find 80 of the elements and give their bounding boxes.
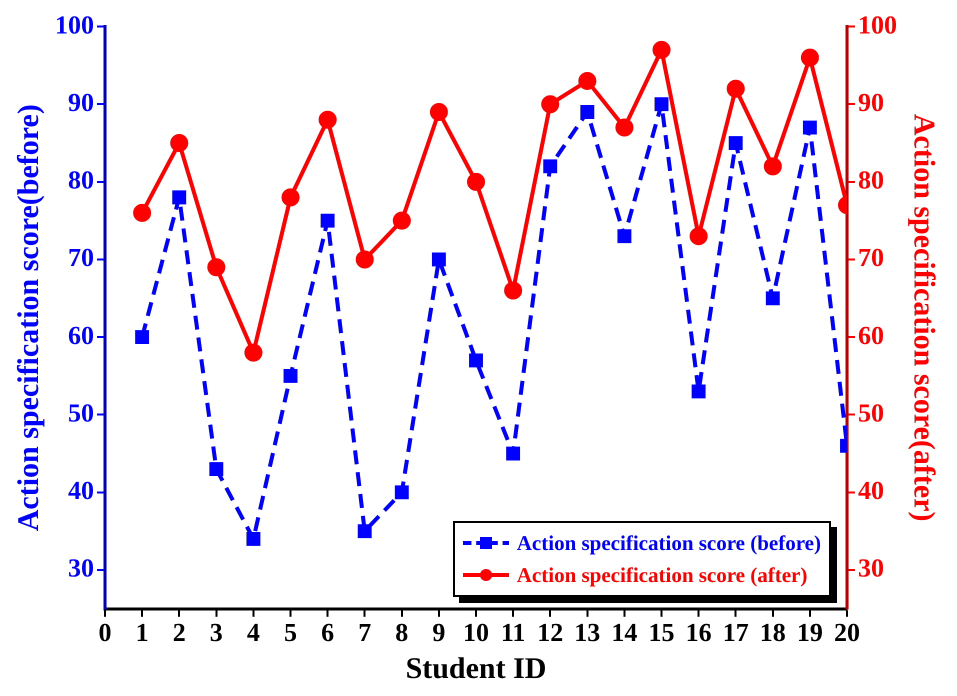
y2-axis-title: Action specification score(after) [907,114,940,522]
point [766,291,780,306]
x-tick-label: 14 [611,618,638,648]
point [172,190,186,204]
x-tick-label: 10 [463,618,489,648]
y-axis-title: Action specification score(before) [12,104,45,532]
point [728,136,743,150]
x-tick-label: 3 [210,618,223,648]
point [654,97,668,112]
point [432,252,446,266]
point [356,250,374,268]
point [652,40,670,59]
point [578,72,596,90]
point [469,353,483,368]
y-tick-label: 30 [68,554,94,583]
point [802,120,817,134]
point [690,227,708,246]
point [615,118,634,137]
y2-tick-label: 100 [858,10,897,40]
x-tick-label: 15 [648,618,674,648]
x-tick-label: 17 [722,618,749,648]
x-tick-label: 13 [574,618,600,648]
point [541,95,560,114]
point [244,344,262,362]
point [133,204,152,222]
y-tick-label: 40 [68,476,94,506]
legend-label: Action specification score (before) [516,530,821,557]
y2-tick-label: 80 [858,166,884,195]
x-tick-label: 6 [321,618,334,648]
x-axis-title: Student ID [406,652,546,685]
x-tick-label: 0 [98,618,112,648]
y2-tick-label: 40 [858,476,884,506]
y2-tick-label: 60 [858,320,884,350]
y-tick-label: 60 [68,320,94,350]
point [543,159,558,174]
x-tick-label: 1 [136,618,149,648]
x-tick-label: 2 [172,618,186,648]
x-tick-label: 4 [246,618,260,648]
point [430,102,448,121]
point [467,172,485,191]
point [506,446,520,460]
point [764,157,782,176]
point [320,214,335,228]
y-tick-label: 50 [68,398,94,428]
y-tick-label: 80 [68,166,94,195]
point [284,368,298,383]
point [692,384,706,398]
y2-tick-label: 50 [858,398,884,428]
x-tick-label: 12 [537,618,564,648]
x-tick-label: 19 [796,618,823,648]
y-tick-label: 90 [68,88,94,117]
x-tick-label: 16 [686,618,712,648]
point [800,48,819,67]
point [209,462,224,476]
point [617,229,632,244]
x-tick-label: 7 [358,618,372,648]
point [207,258,226,276]
x-tick-label: 20 [834,618,860,648]
y-tick-label: 100 [55,10,94,40]
x-tick-label: 11 [500,618,526,648]
point [580,105,594,119]
y2-tick-label: 30 [858,554,884,583]
point [726,80,745,98]
y-tick-label: 70 [68,243,94,272]
point [282,188,300,206]
point [358,524,372,538]
x-tick-label: 5 [284,618,297,648]
point [246,532,260,546]
point [392,212,411,230]
point [394,485,409,500]
point [318,110,337,129]
x-tick-label: 18 [760,618,786,648]
y2-tick-label: 70 [858,243,884,272]
x-tick-label: 9 [432,618,446,648]
point [504,282,522,300]
point [170,134,188,152]
point [135,330,150,344]
x-tick-label: 8 [395,618,408,648]
legend-label: Action specification score (after) [516,562,808,589]
y2-tick-label: 90 [858,88,884,117]
